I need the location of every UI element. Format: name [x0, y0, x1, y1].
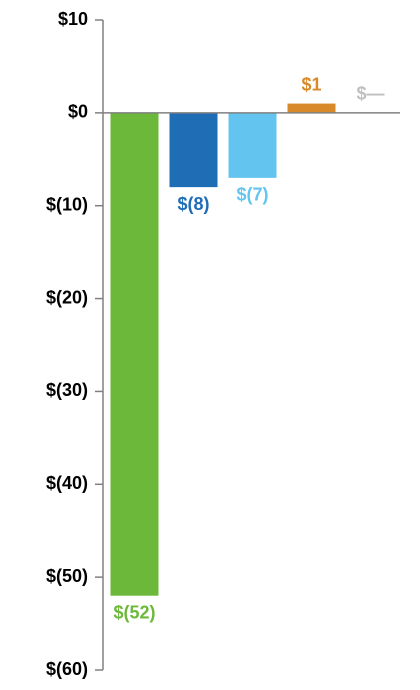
y-tick-label: $(30) — [46, 380, 88, 400]
value-label: $1 — [301, 74, 321, 94]
bar — [169, 112, 218, 188]
y-tick-label: $(60) — [46, 659, 88, 679]
value-label: $(7) — [236, 185, 268, 205]
bar — [228, 112, 277, 178]
bar — [287, 103, 336, 113]
bar — [110, 112, 159, 596]
y-tick-label: $(50) — [46, 566, 88, 586]
y-tick-label: $(20) — [46, 287, 88, 307]
y-tick-label: $(40) — [46, 473, 88, 493]
y-tick-label: $(10) — [46, 194, 88, 214]
value-label: $(52) — [113, 602, 155, 622]
y-tick-label: $10 — [58, 9, 88, 29]
value-label: $(8) — [177, 194, 209, 214]
value-label: $— — [356, 84, 384, 104]
y-tick-label: $0 — [68, 102, 88, 122]
